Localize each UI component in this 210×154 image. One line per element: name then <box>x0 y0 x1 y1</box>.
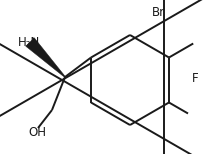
Text: Br: Br <box>152 6 165 18</box>
Polygon shape <box>26 38 65 77</box>
Text: H₂N: H₂N <box>18 36 40 49</box>
Text: F: F <box>192 71 199 85</box>
Text: OH: OH <box>28 126 46 140</box>
